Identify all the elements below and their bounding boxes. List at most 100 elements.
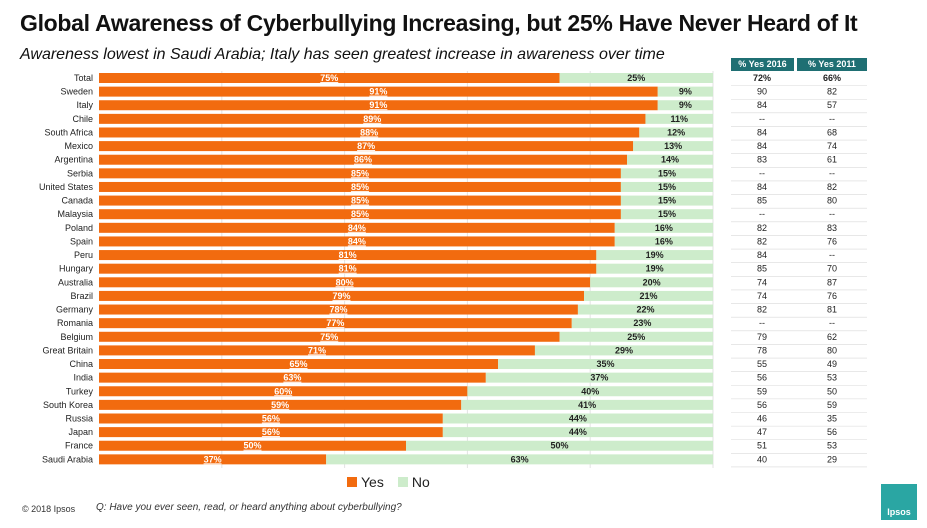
bar-yes [99,290,585,301]
table-cell-2016: 90 [757,87,767,97]
bar-yes [99,86,658,97]
bar-no [620,209,713,220]
table-cell-2016: 82 [757,305,767,315]
table-cell-2011: 50 [827,386,837,396]
table-cell-2016: 85 [757,264,767,274]
table-cell-2016: 59 [757,386,767,396]
table-cell-2016: 55 [757,359,767,369]
data-label-no: 12% [667,127,685,137]
table-cell-2016: 51 [757,441,767,451]
table-cell-2011: 29 [827,454,837,464]
table-cell-2016: 82 [757,236,767,246]
category-label: India [73,373,93,383]
data-label-no: 50% [550,441,568,451]
category-label: Saudi Arabia [42,454,93,464]
data-label-yes: 56% [262,427,280,437]
bar-no [571,318,713,329]
data-label-no: 22% [636,305,654,315]
category-label: Spain [70,236,93,246]
bar-yes [99,427,443,438]
table-cell-2016: 84 [757,100,767,110]
table-cell-2011: 81 [827,305,837,315]
table-cell-2016: 78 [757,345,767,355]
table-cell-2011: 68 [827,127,837,137]
bar-yes [99,263,597,274]
data-label-no: 41% [578,400,596,410]
bar-yes [99,386,468,397]
table-cell-2016: 40 [757,454,767,464]
table-cell-2016: 56 [757,373,767,383]
bar-yes [99,209,621,220]
bar-no [657,86,713,97]
table-cell-2011: 57 [827,100,837,110]
data-label-yes: 81% [339,250,357,260]
bar-no [614,222,713,233]
data-label-no: 11% [670,114,688,124]
category-label: Great Britain [42,345,93,355]
data-label-no: 20% [643,277,661,287]
bar-no [639,127,713,138]
legend-yes: Yes [347,474,384,490]
table-cell-2016: -- [759,209,765,219]
table-cell-2011: 80 [827,196,837,206]
data-label-no: 14% [661,155,679,165]
data-label-yes: 86% [354,155,372,165]
data-label-no: 13% [664,141,682,151]
data-label-yes: 87% [357,141,375,151]
category-label: France [65,441,93,451]
data-label-yes: 60% [274,386,292,396]
table-cell-2011: 82 [827,182,837,192]
table-cell-2011: 66% [823,73,841,83]
table-cell-2011: -- [829,168,835,178]
data-label-yes: 78% [329,305,347,315]
bar-yes [99,440,406,451]
bar-no [633,141,713,152]
ipsos-logo: Ipsos [881,484,917,520]
category-label: Germany [56,305,94,315]
data-label-no: 40% [581,386,599,396]
data-label-yes: 85% [351,196,369,206]
data-label-no: 9% [679,100,692,110]
data-label-yes: 84% [348,236,366,246]
data-label-no: 16% [655,236,673,246]
category-label: Brazil [70,291,93,301]
bar-yes [99,113,646,124]
table-cell-2016: 46 [757,414,767,424]
table-cell-2011: -- [829,114,835,124]
data-label-yes: 85% [351,168,369,178]
data-label-yes: 50% [243,441,261,451]
legend-no: No [397,474,430,490]
data-label-yes: 81% [339,264,357,274]
data-label-yes: 37% [204,454,222,464]
bar-no [657,100,713,111]
table-cell-2016: -- [759,168,765,178]
data-label-no: 19% [646,250,664,260]
data-label-no: 29% [615,345,633,355]
data-label-yes: 77% [326,318,344,328]
survey-question: Q: Have you ever seen, read, or heard an… [96,502,402,513]
table-cell-2011: 53 [827,373,837,383]
table-cell-2011: 61 [827,155,837,165]
table-cell-2011: 87 [827,277,837,287]
data-label-yes: 88% [360,127,378,137]
table-cell-2011: 76 [827,291,837,301]
data-label-yes: 79% [333,291,351,301]
legend: Yes No [347,474,444,490]
data-label-no: 35% [597,359,615,369]
category-label: Total [74,73,93,83]
data-label-no: 9% [679,87,692,97]
data-label-yes: 91% [369,100,387,110]
bar-no [614,236,713,247]
table-cell-2011: -- [829,209,835,219]
bar-no [559,73,713,83]
legend-no-label: No [411,474,430,490]
category-label: Australia [58,277,93,287]
bar-yes [99,100,658,111]
data-label-no: 37% [590,373,608,383]
data-label-yes: 91% [369,87,387,97]
data-label-no: 15% [658,196,676,206]
table-cell-2016: 56 [757,400,767,410]
table-cell-2016: -- [759,318,765,328]
bar-no [498,359,713,370]
